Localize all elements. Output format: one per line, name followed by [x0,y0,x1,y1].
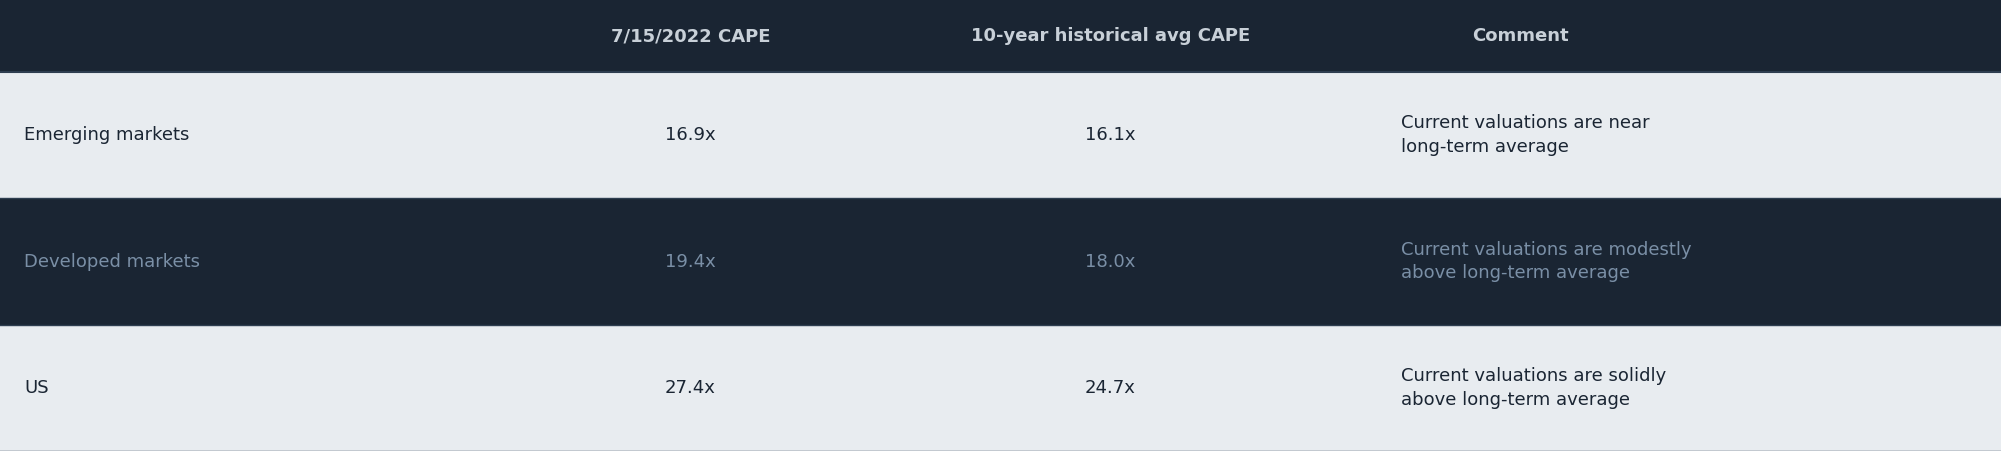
Text: 27.4x: 27.4x [664,379,716,397]
Bar [0,198,2001,325]
Text: Current valuations are near
long-term average: Current valuations are near long-term av… [1401,115,1649,156]
Text: US: US [24,379,48,397]
Text: Emerging markets: Emerging markets [24,126,190,144]
Text: 16.1x: 16.1x [1085,126,1137,144]
Text: 16.9x: 16.9x [664,126,716,144]
Text: Current valuations are solidly
above long-term average: Current valuations are solidly above lon… [1401,367,1667,409]
Text: 18.0x: 18.0x [1085,253,1137,271]
Text: Developed markets: Developed markets [24,253,200,271]
Text: 24.7x: 24.7x [1085,379,1137,397]
Bar [0,72,2001,198]
Text: Current valuations are modestly
above long-term average: Current valuations are modestly above lo… [1401,241,1691,282]
Text: 19.4x: 19.4x [664,253,716,271]
Text: Comment: Comment [1473,27,1569,45]
Text: 10-year historical avg CAPE: 10-year historical avg CAPE [970,27,1251,45]
Bar [0,325,2001,451]
Text: 7/15/2022 CAPE: 7/15/2022 CAPE [610,27,770,45]
Bar [0,0,2001,72]
